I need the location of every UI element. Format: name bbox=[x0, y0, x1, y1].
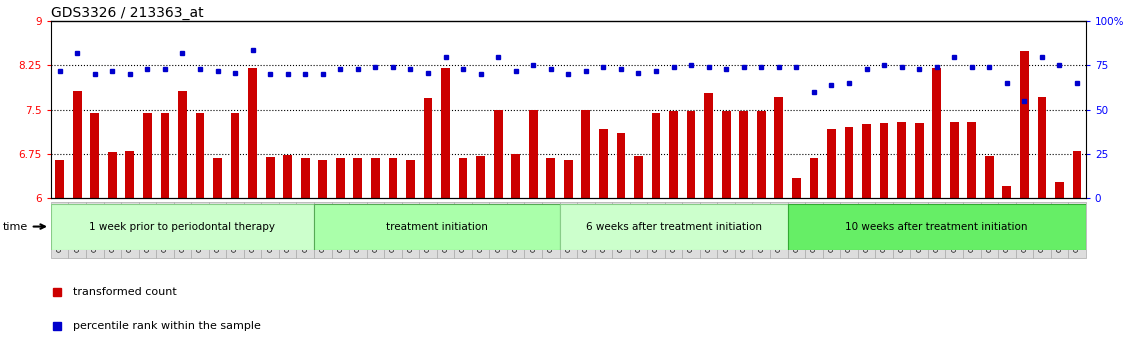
Bar bbox=[1037, 97, 1046, 198]
Bar bbox=[634, 156, 642, 198]
Text: percentile rank within the sample: percentile rank within the sample bbox=[72, 321, 260, 331]
Text: 1 week prior to periodontal therapy: 1 week prior to periodontal therapy bbox=[89, 222, 276, 232]
Bar bbox=[845, 127, 854, 198]
Bar bbox=[967, 121, 976, 198]
Bar bbox=[72, 91, 81, 198]
Bar bbox=[319, 160, 327, 198]
Bar bbox=[90, 113, 100, 198]
Bar bbox=[459, 158, 467, 198]
Bar bbox=[336, 158, 345, 198]
Bar bbox=[546, 158, 555, 198]
FancyBboxPatch shape bbox=[560, 204, 787, 250]
Text: transformed count: transformed count bbox=[72, 287, 176, 297]
Bar bbox=[161, 113, 170, 198]
Bar bbox=[757, 111, 766, 198]
Bar bbox=[266, 157, 275, 198]
Bar bbox=[810, 158, 818, 198]
Bar bbox=[599, 129, 607, 198]
Bar bbox=[1055, 182, 1064, 198]
Bar bbox=[371, 158, 380, 198]
Bar bbox=[722, 111, 731, 198]
Bar bbox=[511, 154, 520, 198]
Bar bbox=[248, 68, 257, 198]
Bar bbox=[932, 68, 941, 198]
Bar bbox=[740, 111, 748, 198]
Bar bbox=[126, 151, 135, 198]
Bar bbox=[107, 152, 116, 198]
Bar bbox=[985, 156, 994, 198]
Bar bbox=[651, 113, 661, 198]
Bar bbox=[406, 160, 415, 198]
Bar bbox=[1002, 187, 1011, 198]
Bar bbox=[389, 158, 397, 198]
FancyBboxPatch shape bbox=[314, 204, 560, 250]
Bar bbox=[792, 178, 801, 198]
Text: treatment initiation: treatment initiation bbox=[386, 222, 487, 232]
Text: 6 weeks after treatment initiation: 6 weeks after treatment initiation bbox=[586, 222, 761, 232]
Bar bbox=[705, 93, 713, 198]
Bar bbox=[213, 158, 222, 198]
Bar bbox=[1072, 151, 1081, 198]
Bar bbox=[775, 97, 783, 198]
Bar bbox=[616, 133, 625, 198]
Bar bbox=[564, 160, 572, 198]
Text: time: time bbox=[2, 222, 45, 232]
Bar bbox=[196, 113, 205, 198]
Text: GDS3326 / 213363_at: GDS3326 / 213363_at bbox=[51, 6, 204, 20]
Bar bbox=[476, 156, 485, 198]
Bar bbox=[178, 91, 187, 198]
Bar bbox=[670, 111, 677, 198]
Bar bbox=[1020, 51, 1029, 198]
Bar bbox=[143, 113, 152, 198]
Bar bbox=[950, 121, 959, 198]
Bar bbox=[55, 160, 64, 198]
Bar bbox=[880, 123, 889, 198]
Bar bbox=[862, 125, 871, 198]
Bar bbox=[231, 113, 240, 198]
Bar bbox=[424, 98, 432, 198]
Bar bbox=[441, 68, 450, 198]
FancyBboxPatch shape bbox=[51, 204, 314, 250]
Bar bbox=[581, 110, 590, 198]
Bar bbox=[687, 111, 696, 198]
Bar bbox=[915, 123, 924, 198]
Bar bbox=[827, 129, 836, 198]
Bar bbox=[301, 158, 310, 198]
Text: 10 weeks after treatment initiation: 10 weeks after treatment initiation bbox=[845, 222, 1028, 232]
Bar bbox=[354, 158, 362, 198]
Bar bbox=[529, 110, 537, 198]
Bar bbox=[897, 121, 906, 198]
Bar bbox=[283, 155, 292, 198]
Bar bbox=[494, 110, 502, 198]
FancyBboxPatch shape bbox=[787, 204, 1086, 250]
